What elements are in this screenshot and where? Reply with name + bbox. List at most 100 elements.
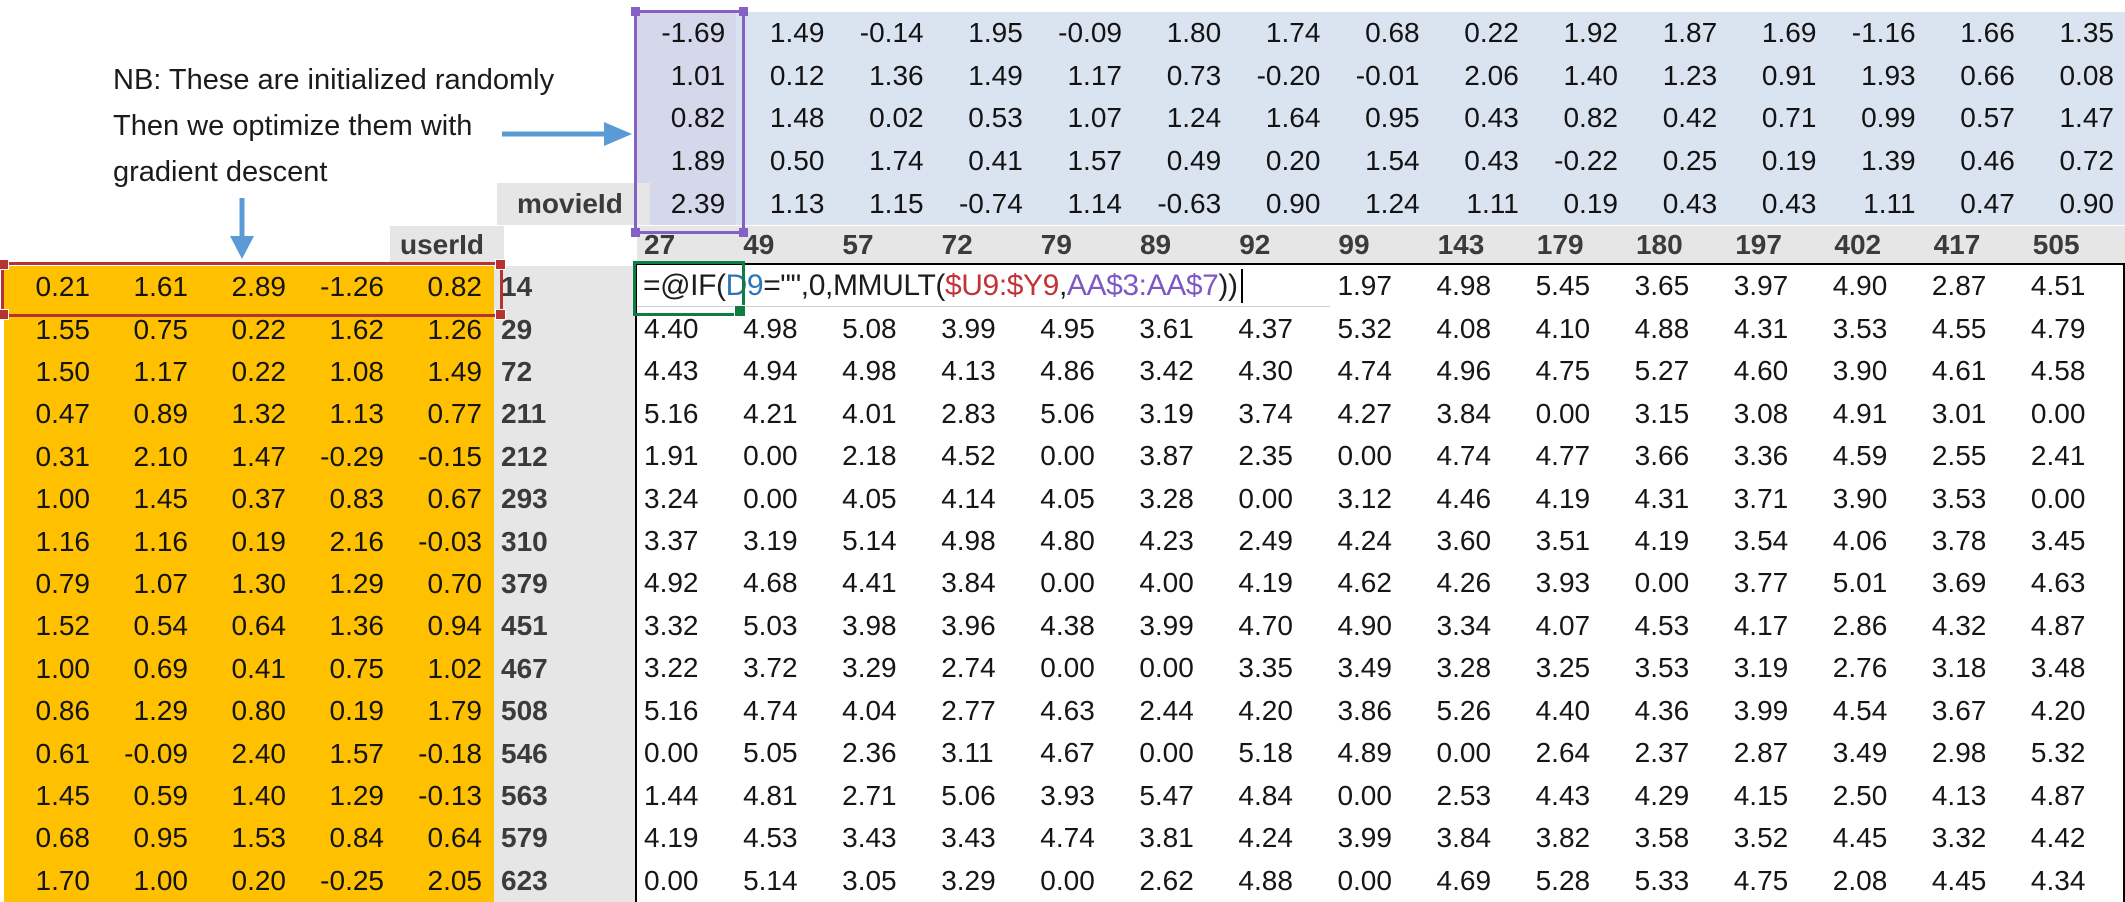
prediction-cell[interactable]: 4.63	[1040, 694, 1095, 726]
prediction-cell[interactable]: 4.51	[2030, 270, 2086, 302]
movie-factor-cell[interactable]: 1.17	[1033, 54, 1133, 98]
prediction-cell[interactable]: 3.19	[743, 525, 798, 557]
movie-factor-cell[interactable]: 0.25	[1628, 139, 1729, 183]
prediction-cell[interactable]: 4.05	[842, 482, 897, 514]
movie-factor-cell[interactable]: 0.22	[1430, 12, 1530, 55]
user-factor-cell[interactable]: -0.03	[418, 525, 482, 557]
prediction-cell[interactable]: 4.74	[743, 694, 798, 726]
movie-factor-cell[interactable]: 0.99	[1827, 97, 1927, 140]
prediction-cell[interactable]: 4.87	[2030, 609, 2086, 641]
prediction-cell[interactable]: 4.86	[1040, 355, 1095, 387]
user-factor-cell[interactable]: 0.41	[231, 652, 287, 684]
movie-factor-cell[interactable]: 1.89	[637, 139, 737, 183]
prediction-cell[interactable]: 4.14	[941, 482, 996, 514]
prediction-cell[interactable]: 4.96	[1436, 355, 1492, 387]
prediction-cell[interactable]: 2.62	[1139, 864, 1194, 896]
prediction-cell[interactable]: 3.29	[941, 864, 996, 896]
prediction-cell[interactable]: 2.35	[1238, 440, 1293, 472]
prediction-cell[interactable]: 3.18	[1931, 652, 1987, 684]
prediction-cell[interactable]: 5.05	[743, 737, 798, 769]
user-factor-cell[interactable]: 1.02	[427, 652, 483, 684]
user-factor-cell[interactable]: 1.45	[35, 779, 91, 811]
prediction-cell[interactable]: 3.84	[1436, 397, 1492, 429]
movie-id-header-cell[interactable]: 27	[644, 229, 676, 260]
prediction-cell[interactable]: 4.79	[2030, 312, 2086, 344]
prediction-cell[interactable]: 0.00	[1337, 864, 1392, 896]
user-id-cell[interactable]: 623	[501, 864, 548, 896]
movie-factor-cell[interactable]: 1.24	[1132, 97, 1233, 140]
movie-factor-cell[interactable]: 0.90	[1232, 182, 1332, 225]
user-factor-cell[interactable]: -1.26	[320, 271, 384, 303]
prediction-cell[interactable]: 3.71	[1733, 482, 1789, 514]
user-factor-cell[interactable]: 0.61	[35, 737, 91, 769]
prediction-cell[interactable]: 5.26	[1436, 694, 1492, 726]
movie-factor-cell[interactable]: 1.54	[1331, 139, 1431, 183]
prediction-cell[interactable]: 3.25	[1535, 652, 1591, 684]
prediction-cell[interactable]: 3.93	[1535, 567, 1591, 599]
movie-factor-cell[interactable]: 1.87	[1628, 12, 1729, 55]
user-factor-cell[interactable]: 0.67	[427, 483, 483, 515]
prediction-cell[interactable]: 5.32	[1337, 312, 1392, 344]
movie-id-header-cell[interactable]: 417	[1933, 229, 1981, 260]
prediction-cell[interactable]: 3.29	[842, 652, 897, 684]
prediction-cell[interactable]: 0.00	[1436, 737, 1492, 769]
prediction-cell[interactable]: 0.00	[1535, 397, 1591, 429]
prediction-cell[interactable]: 4.36	[1634, 694, 1690, 726]
prediction-cell[interactable]: 4.29	[1634, 779, 1690, 811]
user-factor-cell[interactable]: 0.22	[231, 313, 287, 345]
prediction-cell[interactable]: 4.53	[1634, 609, 1690, 641]
movie-factor-cell[interactable]: 0.57	[1926, 97, 2026, 140]
prediction-cell[interactable]: 3.84	[1436, 822, 1492, 854]
prediction-cell[interactable]: 5.01	[1832, 567, 1888, 599]
prediction-cell[interactable]: 0.00	[1634, 567, 1690, 599]
movie-factor-cell[interactable]: -0.22	[1529, 139, 1629, 183]
prediction-cell[interactable]: 4.52	[941, 440, 996, 472]
movie-factor-cell[interactable]: -0.14	[835, 12, 935, 55]
prediction-cell[interactable]: 4.68	[743, 567, 798, 599]
prediction-cell[interactable]: 3.01	[1931, 397, 1987, 429]
movie-id-header-cell[interactable]: 180	[1635, 229, 1683, 260]
user-factor-cell[interactable]: 0.82	[427, 271, 483, 303]
user-factor-cell[interactable]: 1.45	[133, 483, 189, 515]
prediction-cell[interactable]: 4.20	[2030, 694, 2086, 726]
user-factor-cell[interactable]: 0.75	[133, 313, 189, 345]
movie-factor-cell[interactable]: 0.20	[1232, 139, 1332, 183]
movie-factor-cell[interactable]: -0.74	[934, 182, 1034, 225]
user-factor-cell[interactable]: 1.36	[329, 610, 385, 642]
user-factor-cell[interactable]: 0.86	[35, 695, 91, 727]
user-factor-cell[interactable]: 2.16	[329, 525, 385, 557]
prediction-cell[interactable]: 4.04	[842, 694, 897, 726]
movie-id-header-cell[interactable]: 49	[743, 229, 775, 260]
prediction-cell[interactable]: 3.53	[1832, 312, 1888, 344]
user-factor-cell[interactable]: 1.17	[133, 355, 189, 387]
prediction-cell[interactable]: 3.36	[1733, 440, 1789, 472]
prediction-cell[interactable]: 3.93	[1040, 779, 1095, 811]
prediction-cell[interactable]: 4.24	[1337, 525, 1392, 557]
prediction-cell[interactable]: 4.98	[941, 525, 996, 557]
user-factor-cell[interactable]: 0.47	[35, 398, 91, 430]
range-handle[interactable]	[739, 228, 748, 237]
prediction-cell[interactable]: 0.00	[1238, 482, 1293, 514]
prediction-cell[interactable]: 2.08	[1832, 864, 1888, 896]
prediction-cell[interactable]: 3.99	[941, 312, 996, 344]
prediction-cell[interactable]: 3.35	[1238, 652, 1293, 684]
prediction-cell[interactable]: 1.97	[1337, 270, 1392, 302]
prediction-cell[interactable]: 0.00	[2030, 397, 2086, 429]
user-factor-cell[interactable]: 0.94	[427, 610, 483, 642]
user-factor-cell[interactable]: 0.79	[35, 567, 91, 599]
prediction-cell[interactable]: 4.54	[1832, 694, 1888, 726]
prediction-cell[interactable]: 4.19	[644, 822, 699, 854]
prediction-cell[interactable]: 4.31	[1634, 482, 1690, 514]
prediction-cell[interactable]: 4.75	[1535, 355, 1591, 387]
range-handle[interactable]	[495, 309, 506, 320]
user-id-cell[interactable]: 212	[501, 440, 548, 472]
prediction-cell[interactable]: 3.82	[1535, 822, 1591, 854]
prediction-cell[interactable]: 3.53	[1634, 652, 1690, 684]
prediction-cell[interactable]: 0.00	[644, 737, 699, 769]
prediction-cell[interactable]: 4.38	[1040, 609, 1095, 641]
movie-factor-cell[interactable]: 0.43	[1430, 97, 1530, 140]
prediction-cell[interactable]: 4.70	[1238, 609, 1293, 641]
movie-factor-cell[interactable]: 0.95	[1331, 97, 1431, 140]
user-factor-cell[interactable]: 0.37	[231, 483, 287, 515]
movie-id-header-cell[interactable]: 197	[1735, 229, 1782, 260]
